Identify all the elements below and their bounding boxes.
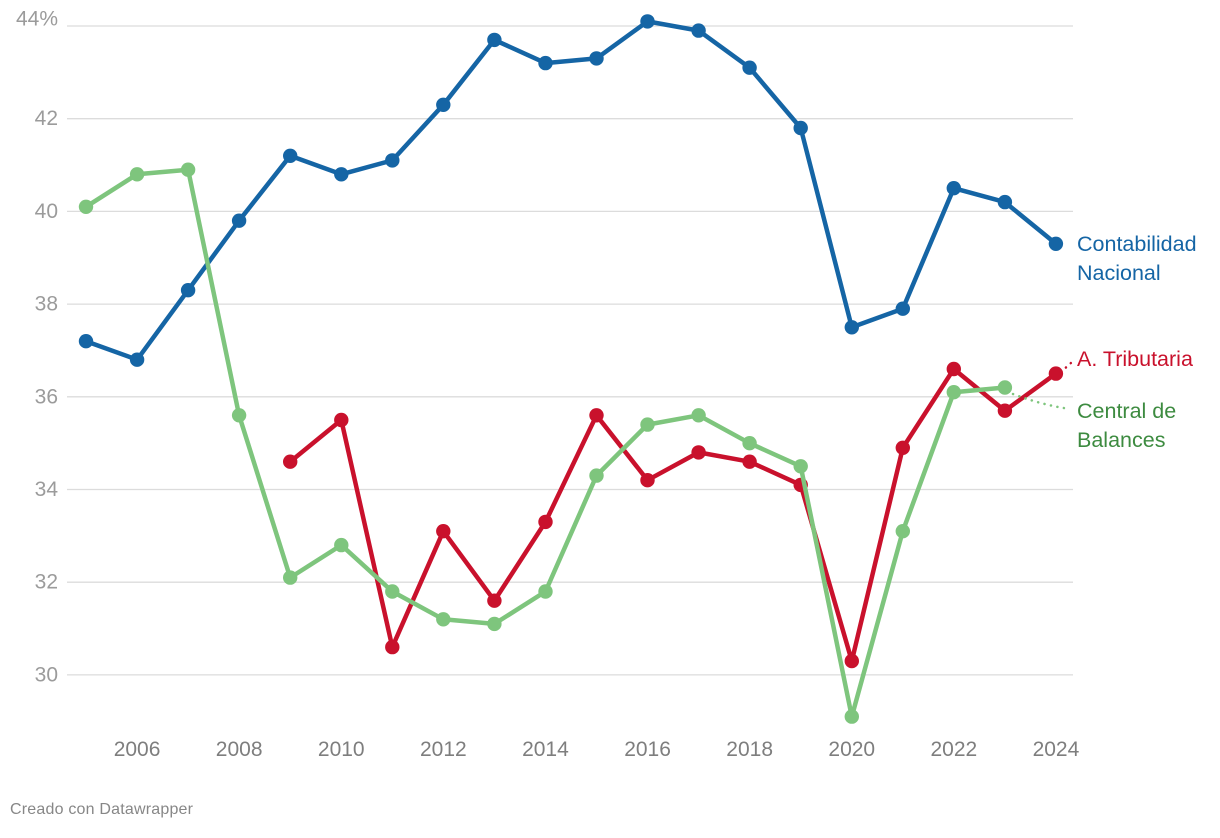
data-point-central-de-balances-2012[interactable]	[436, 612, 451, 627]
data-point-central-de-balances-2010[interactable]	[334, 537, 349, 553]
x-axis-tick-label: 2014	[522, 738, 569, 761]
y-axis-tick-label: 30	[35, 663, 58, 686]
data-point-central-de-balances-2007[interactable]	[180, 162, 196, 177]
grid-layer: 44% 42 40 38 36 34 32 30	[16, 8, 1073, 686]
data-point-contabilidad-nacional-2005[interactable]	[78, 334, 94, 349]
x-axis-tick-label: 2012	[420, 738, 467, 761]
data-point-a-tributaria-2023[interactable]	[997, 403, 1013, 418]
data-point-contabilidad-nacional-2007[interactable]	[180, 283, 196, 298]
x-axis-layer: 2006 2008 2010 2012 2014 2016 2018 2020 2022 2024	[114, 738, 1080, 761]
data-point-contabilidad-nacional-2012[interactable]	[436, 97, 451, 113]
data-point-a-tributaria-2015[interactable]	[589, 408, 604, 423]
data-point-a-tributaria-2022[interactable]	[946, 361, 961, 377]
y-axis-tick-label: 34	[35, 478, 59, 501]
data-point-central-de-balances-2011[interactable]	[385, 584, 400, 599]
data-point-contabilidad-nacional-2011[interactable]	[385, 153, 400, 168]
y-axis-tick-label: 38	[35, 293, 58, 316]
series-line-a-tributaria	[287, 366, 1059, 664]
data-point-central-de-balances-2018[interactable]	[742, 436, 757, 451]
y-axis-tick-label: 36	[35, 385, 58, 408]
data-point-contabilidad-nacional-2018[interactable]	[742, 60, 757, 75]
data-point-contabilidad-nacional-2013[interactable]	[487, 32, 502, 48]
x-axis-tick-label: 2018	[726, 738, 773, 761]
data-point-a-tributaria-2014[interactable]	[538, 514, 553, 530]
data-point-a-tributaria-2021[interactable]	[895, 440, 910, 455]
data-point-contabilidad-nacional-2016[interactable]	[640, 14, 655, 29]
data-point-contabilidad-nacional-2022[interactable]	[946, 181, 961, 196]
data-point-a-tributaria-2018[interactable]	[742, 454, 757, 469]
data-point-contabilidad-nacional-2021[interactable]	[895, 301, 910, 316]
data-point-central-de-balances-2016[interactable]	[640, 417, 655, 432]
data-point-a-tributaria-2024[interactable]	[1048, 366, 1064, 381]
data-point-central-de-balances-2015[interactable]	[589, 468, 604, 483]
data-point-central-de-balances-2006[interactable]	[129, 167, 145, 182]
data-point-a-tributaria-2011[interactable]	[385, 639, 400, 655]
data-point-contabilidad-nacional-2019[interactable]	[793, 120, 808, 136]
y-axis-tick-label: 44%	[16, 8, 58, 31]
series-layer	[78, 14, 1064, 724]
series-label-layer: Contabilidad Nacional A. Tributaria Central…	[1011, 232, 1197, 452]
y-axis-tick-label: 40	[35, 200, 58, 223]
data-point-contabilidad-nacional-2015[interactable]	[589, 51, 604, 66]
x-axis-tick-label: 2016	[624, 738, 671, 761]
data-point-contabilidad-nacional-2024[interactable]	[1048, 236, 1064, 251]
data-point-a-tributaria-2012[interactable]	[436, 524, 451, 539]
data-point-a-tributaria-2009[interactable]	[283, 454, 298, 469]
data-point-contabilidad-nacional-2006[interactable]	[129, 352, 145, 367]
data-point-contabilidad-nacional-2014[interactable]	[538, 55, 553, 71]
data-point-central-de-balances-2020[interactable]	[844, 709, 859, 724]
data-point-a-tributaria-2016[interactable]	[640, 473, 655, 488]
data-point-central-de-balances-2009[interactable]	[283, 570, 298, 585]
x-axis-tick-label: 2020	[828, 738, 875, 761]
series-label-central-de-balances: Central de	[1077, 399, 1176, 423]
data-point-central-de-balances-2023[interactable]	[997, 380, 1013, 395]
credit-text: Creado con Datawrapper	[10, 801, 194, 818]
data-point-central-de-balances-2019[interactable]	[793, 459, 808, 474]
data-point-contabilidad-nacional-2020[interactable]	[844, 320, 859, 335]
label-leader-line-a-tributaria	[1059, 360, 1074, 374]
data-point-contabilidad-nacional-2009[interactable]	[283, 148, 298, 163]
series-label-central-de-balances: Balances	[1077, 428, 1165, 452]
x-axis-tick-label: 2022	[930, 738, 977, 761]
series-label-contabilidad-nacional: Contabilidad	[1077, 232, 1197, 256]
data-point-central-de-balances-2014[interactable]	[538, 584, 553, 599]
data-point-contabilidad-nacional-2010[interactable]	[334, 167, 349, 182]
data-point-central-de-balances-2021[interactable]	[895, 524, 910, 539]
data-point-central-de-balances-2005[interactable]	[78, 199, 94, 214]
y-axis-tick-label: 32	[35, 571, 58, 594]
data-point-central-de-balances-2013[interactable]	[487, 616, 502, 632]
data-point-contabilidad-nacional-2008[interactable]	[231, 213, 247, 228]
chart-footer: Creado con Datawrapper	[10, 801, 193, 819]
data-point-central-de-balances-2022[interactable]	[946, 385, 961, 400]
series-line-central-de-balances	[83, 167, 1008, 719]
y-axis-tick-label: 42	[35, 107, 58, 130]
x-axis-tick-label: 2024	[1033, 738, 1080, 761]
data-point-contabilidad-nacional-2023[interactable]	[997, 194, 1013, 210]
series-line-contabilidad-nacional	[83, 19, 1059, 362]
x-axis-tick-label: 2006	[114, 738, 161, 761]
data-point-central-de-balances-2008[interactable]	[231, 408, 247, 423]
chart-container: 44% 42 40 38 36 34 32 30 2006 2008 2010 2012 2014 20…	[10, 8, 1197, 819]
data-point-central-de-balances-2017[interactable]	[691, 408, 706, 423]
data-point-a-tributaria-2010[interactable]	[334, 412, 349, 428]
data-point-a-tributaria-2013[interactable]	[487, 593, 502, 608]
data-point-a-tributaria-2017[interactable]	[691, 445, 706, 460]
data-point-a-tributaria-2020[interactable]	[844, 653, 859, 669]
series-label-a-tributaria: A. Tributaria	[1077, 347, 1193, 371]
x-axis-tick-label: 2010	[318, 738, 365, 761]
series-label-contabilidad-nacional: Nacional	[1077, 261, 1161, 285]
x-axis-tick-label: 2008	[216, 738, 263, 761]
data-point-contabilidad-nacional-2017[interactable]	[691, 23, 706, 38]
